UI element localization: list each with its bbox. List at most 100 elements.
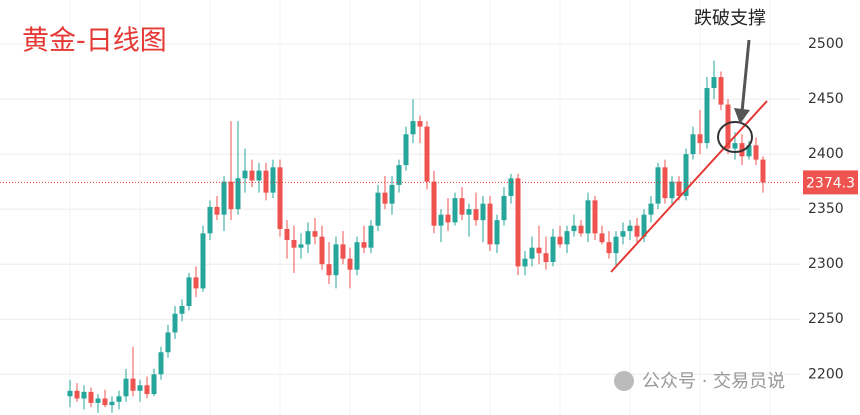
candle-body	[704, 88, 710, 144]
candle-body	[760, 159, 766, 183]
candle-body	[592, 200, 598, 234]
candle-body	[277, 167, 283, 229]
candle-body	[746, 145, 752, 157]
arrow-head	[734, 108, 750, 124]
candle-body	[753, 145, 759, 160]
y-tick-label: 2200	[808, 366, 844, 382]
candle-body	[606, 242, 612, 254]
candle-body	[284, 228, 290, 240]
candle-body	[417, 121, 423, 127]
price-label-box	[803, 170, 858, 195]
annotation: 跌破支撑	[694, 8, 766, 29]
trend-line	[610, 100, 768, 273]
candle-body	[67, 390, 73, 397]
candle-body	[305, 231, 311, 245]
candle-body	[543, 253, 549, 262]
candle-body	[627, 225, 633, 232]
candle-body	[221, 181, 227, 215]
chart-title: 黄金-日线图	[22, 26, 167, 57]
candle-body	[669, 181, 675, 199]
candle-body	[473, 209, 479, 221]
candle-body	[571, 225, 577, 232]
candle-body	[389, 184, 395, 204]
candle-body	[732, 143, 738, 149]
candle-body	[522, 258, 528, 267]
candle-body	[249, 170, 255, 181]
price-label: 2374.3	[806, 175, 855, 191]
candle-body	[711, 77, 717, 89]
candle-body	[151, 374, 157, 395]
candle-body	[655, 167, 661, 204]
candle-body	[403, 134, 409, 166]
candle-body	[361, 242, 367, 248]
candle-body	[431, 181, 437, 226]
candle-body	[459, 198, 465, 215]
candle-body	[319, 236, 325, 265]
break-circle	[717, 121, 753, 153]
candle-body	[438, 214, 444, 226]
candle-body	[557, 236, 563, 245]
candle-body	[207, 206, 213, 234]
candle-body	[263, 170, 269, 193]
candle-body	[585, 200, 591, 234]
arrow-shaft	[740, 39, 751, 113]
candles	[67, 60, 766, 413]
candle-body	[466, 209, 472, 215]
candle-body	[179, 306, 185, 314]
candle-body	[662, 167, 668, 199]
candle-body	[452, 198, 458, 223]
candle-body	[228, 181, 234, 210]
candle-body	[620, 231, 626, 237]
candle-body	[130, 378, 136, 391]
candle-body	[494, 220, 500, 245]
candle-body	[683, 154, 689, 196]
candle-body	[368, 225, 374, 248]
candle-body	[158, 352, 164, 375]
candle-body	[312, 231, 318, 237]
candle-body	[95, 398, 101, 403]
candle-body	[550, 236, 556, 262]
candle-body	[382, 192, 388, 204]
grid	[0, 0, 800, 415]
candle-body	[375, 192, 381, 226]
candle-body	[424, 126, 430, 182]
candle-body	[109, 401, 115, 406]
candle-body	[718, 77, 724, 105]
y-tick-label: 2400	[808, 146, 844, 162]
candle-body	[690, 134, 696, 155]
candle-body	[193, 277, 199, 289]
candle-body	[333, 244, 339, 276]
candle-body	[256, 170, 262, 181]
candle-body	[102, 398, 108, 406]
candle-body	[641, 214, 647, 237]
candle-body	[347, 258, 353, 270]
candle-body	[172, 313, 178, 333]
candle-body	[186, 277, 192, 307]
candle-body	[88, 391, 94, 403]
candle-body	[445, 214, 451, 223]
candle-body	[634, 225, 640, 237]
y-tick-label: 2450	[808, 91, 844, 107]
candle-body	[165, 332, 171, 353]
y-tick-label: 2500	[808, 36, 844, 52]
candle-body	[214, 206, 220, 215]
watermark: 公众号 · 交易员说	[642, 371, 785, 392]
candle-body	[508, 178, 514, 196]
candle-body	[242, 170, 248, 179]
candle-body	[396, 165, 402, 185]
candle-body	[354, 242, 360, 270]
candle-body	[291, 239, 297, 248]
y-tick-label: 2250	[808, 311, 844, 327]
candle-body	[613, 236, 619, 254]
candle-body	[137, 385, 143, 391]
y-tick-label: 2300	[808, 256, 844, 272]
candle-body	[298, 244, 304, 248]
candle-body	[410, 121, 416, 135]
candle-body	[564, 231, 570, 245]
candle-body	[578, 225, 584, 234]
candle-body	[340, 244, 346, 259]
candle-body	[123, 378, 129, 397]
candle-body	[648, 203, 654, 215]
candle-body	[144, 385, 150, 395]
candle-body	[200, 233, 206, 289]
